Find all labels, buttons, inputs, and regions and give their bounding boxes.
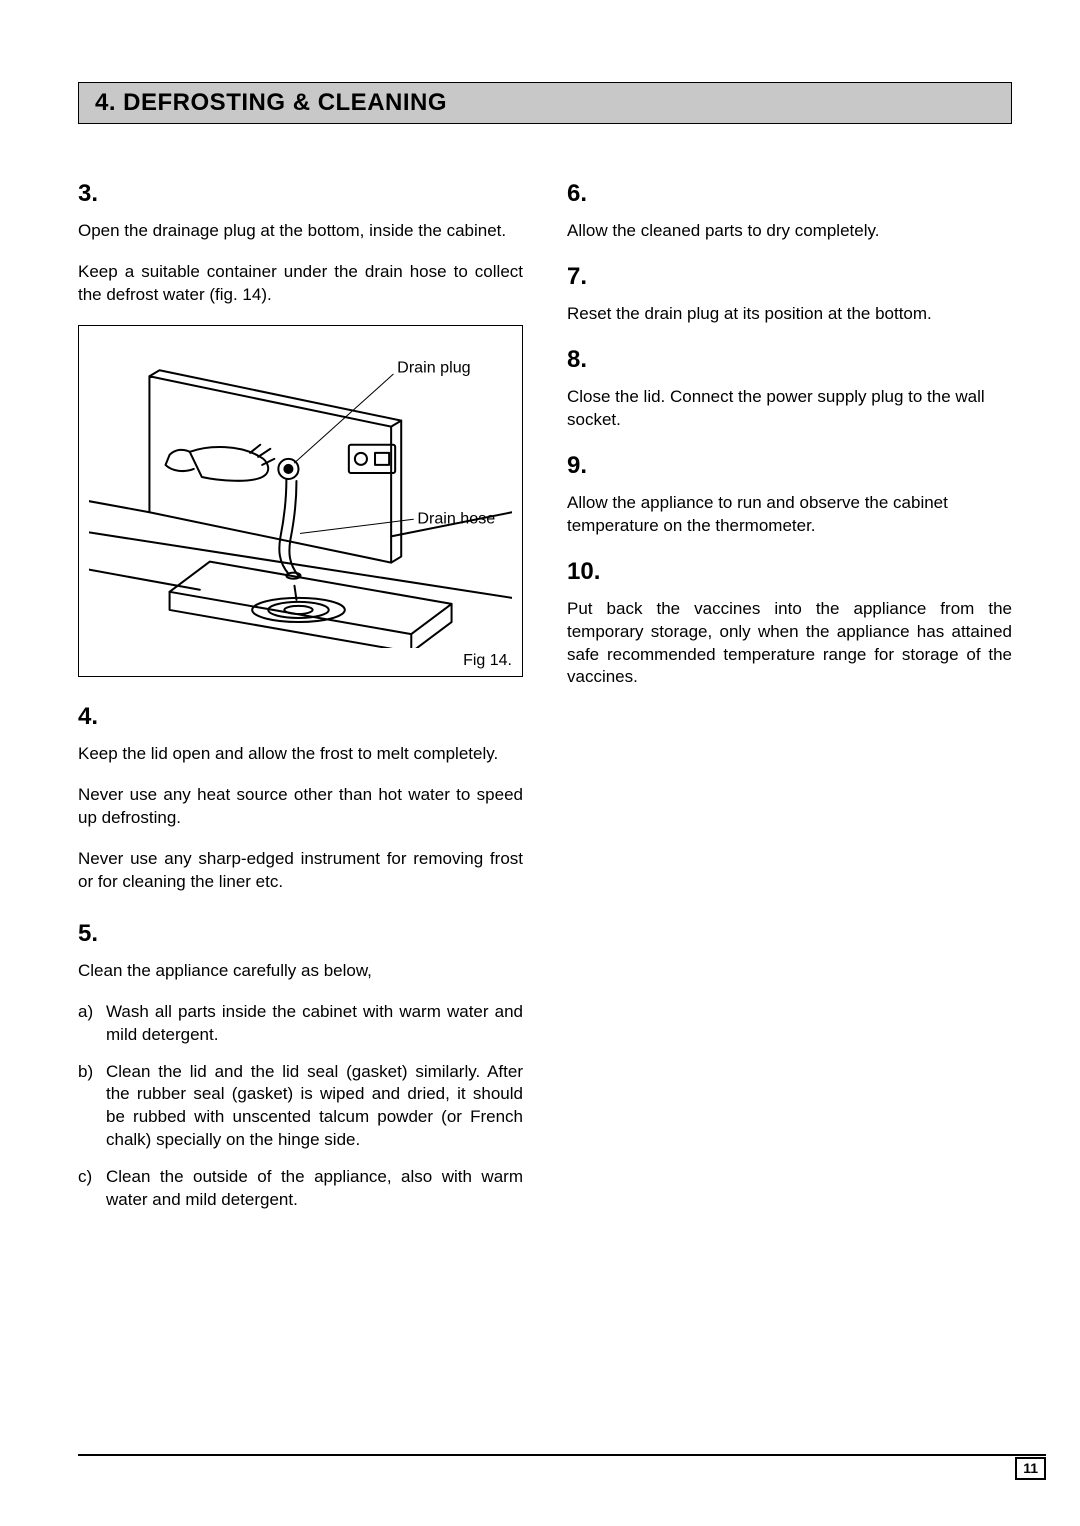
step-5-sublist: a) Wash all parts inside the cabinet wit… <box>78 1001 523 1213</box>
section-title-bar: 4. DEFROSTING & CLEANING <box>78 82 1012 124</box>
step-10: 10. Put back the vaccines into the appli… <box>567 558 1012 690</box>
manual-page: 4. DEFROSTING & CLEANING 3. Open the dra… <box>0 0 1080 1526</box>
step-text: Never use any sharp-edged instrument for… <box>78 848 523 894</box>
footer-rule <box>78 1454 1046 1456</box>
step-text: Never use any heat source other than hot… <box>78 784 523 830</box>
step-text: Clean the appliance carefully as below, <box>78 960 523 983</box>
step-number: 9. <box>567 452 1012 480</box>
list-item: b) Clean the lid and the lid seal (gaske… <box>78 1061 523 1153</box>
step-text: Keep the lid open and allow the frost to… <box>78 743 523 766</box>
drain-diagram-icon: Drain plug Drain hose <box>89 336 512 648</box>
step-text: Allow the cleaned parts to dry completel… <box>567 220 1012 243</box>
right-column: 6. Allow the cleaned parts to dry comple… <box>567 180 1012 1238</box>
step-text: Keep a suitable container under the drai… <box>78 261 523 307</box>
step-number: 3. <box>78 180 523 208</box>
list-text: Clean the lid and the lid seal (gasket) … <box>106 1061 523 1153</box>
list-item: a) Wash all parts inside the cabinet wit… <box>78 1001 523 1047</box>
step-number: 8. <box>567 346 1012 374</box>
step-9: 9. Allow the appliance to run and observ… <box>567 452 1012 538</box>
drain-hose-label: Drain hose <box>417 509 495 527</box>
step-4: 4. Keep the lid open and allow the frost… <box>78 703 523 894</box>
step-text: Put back the vaccines into the appliance… <box>567 598 1012 690</box>
step-number: 5. <box>78 920 523 948</box>
step-text: Allow the appliance to run and observe t… <box>567 492 1012 538</box>
step-text: Reset the drain plug at its position at … <box>567 303 1012 326</box>
step-7: 7. Reset the drain plug at its position … <box>567 263 1012 326</box>
step-text: Open the drainage plug at the bottom, in… <box>78 220 523 243</box>
step-number: 7. <box>567 263 1012 291</box>
step-6: 6. Allow the cleaned parts to dry comple… <box>567 180 1012 243</box>
page-number: 11 <box>1015 1457 1046 1480</box>
list-marker: c) <box>78 1166 106 1212</box>
step-number: 6. <box>567 180 1012 208</box>
step-8: 8. Close the lid. Connect the power supp… <box>567 346 1012 432</box>
list-text: Clean the outside of the appliance, also… <box>106 1166 523 1212</box>
step-text: Close the lid. Connect the power supply … <box>567 386 1012 432</box>
two-column-layout: 3. Open the drainage plug at the bottom,… <box>78 180 1012 1238</box>
list-text: Wash all parts inside the cabinet with w… <box>106 1001 523 1047</box>
figure-14: Drain plug Drain hose Fig 14. <box>78 325 523 677</box>
list-marker: b) <box>78 1061 106 1153</box>
left-column: 3. Open the drainage plug at the bottom,… <box>78 180 523 1238</box>
step-number: 4. <box>78 703 523 731</box>
step-5: 5. Clean the appliance carefully as belo… <box>78 920 523 1212</box>
step-3: 3. Open the drainage plug at the bottom,… <box>78 180 523 677</box>
list-item: c) Clean the outside of the appliance, a… <box>78 1166 523 1212</box>
figure-caption: Fig 14. <box>89 652 512 670</box>
list-marker: a) <box>78 1001 106 1047</box>
step-number: 10. <box>567 558 1012 586</box>
drain-plug-label: Drain plug <box>397 358 470 376</box>
